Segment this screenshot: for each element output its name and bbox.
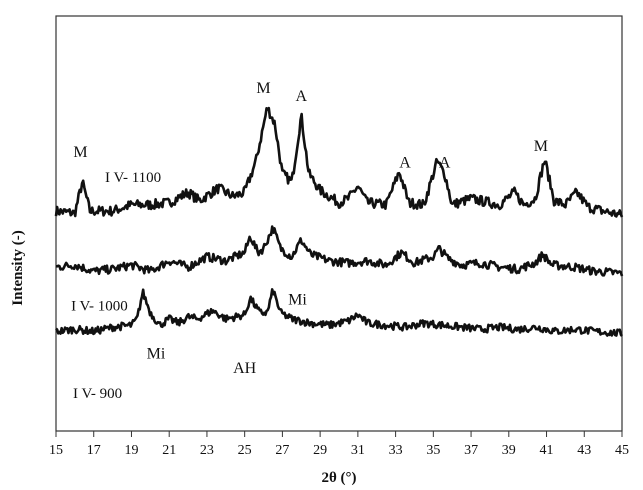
x-axis-label: 2θ (°): [321, 470, 356, 486]
x-tick-label: 33: [389, 443, 403, 458]
x-tick-label: 17: [87, 443, 101, 458]
peak-annotation: Mi: [288, 291, 307, 308]
peak-annotation: A: [399, 154, 411, 171]
x-tick-label: 41: [540, 443, 554, 458]
peak-annotation: M: [73, 144, 87, 161]
peak-annotation: A: [439, 154, 451, 171]
x-tick-label: 35: [426, 443, 440, 458]
curve-label: I V- 1000: [71, 299, 128, 315]
x-tick-label: 43: [577, 443, 591, 458]
peak-annotation: M: [256, 80, 270, 97]
peak-annotation: AH: [233, 360, 257, 377]
series-line: [55, 288, 624, 337]
series-line: [55, 225, 624, 277]
curve-labels: I V- 1100 I V- 1000 I V- 900: [71, 170, 161, 402]
peak-annotation: Mi: [147, 345, 166, 362]
peak-annotation: M: [534, 138, 548, 155]
x-tick-label: 29: [313, 443, 327, 458]
x-tick-label: 31: [351, 443, 365, 458]
x-tick-label: 23: [200, 443, 214, 458]
series-layer: [54, 106, 624, 337]
x-tick-label: 45: [615, 443, 629, 458]
x-tick-label: 39: [502, 443, 516, 458]
x-tick-label: 21: [162, 443, 176, 458]
series-line: [54, 106, 624, 218]
peak-annotations: M M A A A M Mi Mi AH: [73, 80, 548, 377]
curve-label: I V- 900: [73, 386, 122, 402]
curve-label: I V- 1100: [105, 170, 161, 186]
x-tick-label: 37: [464, 443, 478, 458]
x-tick-label: 27: [275, 443, 289, 458]
y-axis-label: Intensity (-): [10, 230, 26, 305]
plot-frame: [55, 15, 623, 432]
x-tick-label: 19: [124, 443, 138, 458]
x-tick-label: 15: [49, 443, 63, 458]
x-axis-ticks: 15 17 19 21 23 25 27 29 31 33 35 37 39 41 43 45: [49, 431, 629, 458]
peak-annotation: A: [295, 88, 307, 105]
x-tick-label: 25: [238, 443, 252, 458]
